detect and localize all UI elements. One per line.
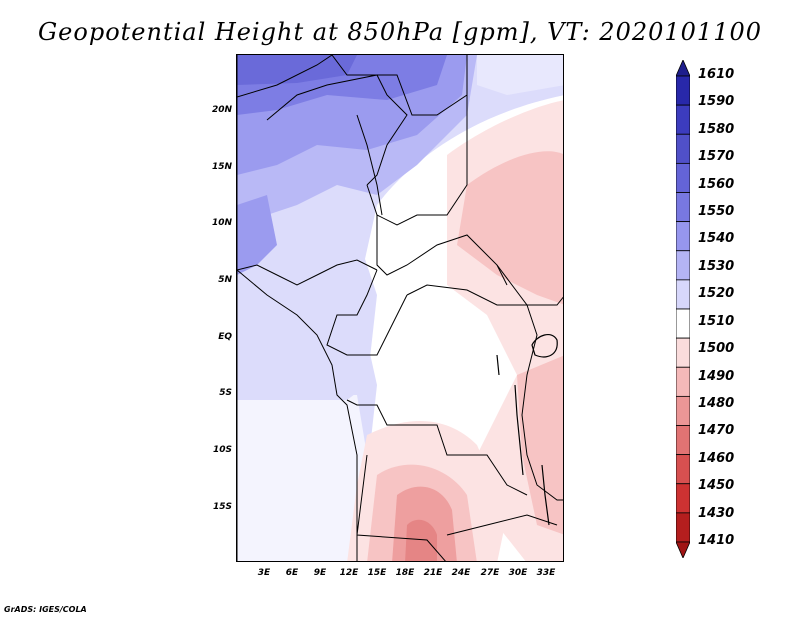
colorbar-bottom-triangle [676, 541, 690, 558]
colorbar-box [676, 75, 690, 106]
shading-1470 [405, 519, 437, 561]
lon-label: 6E [285, 568, 299, 578]
colorbar-box [676, 337, 690, 368]
lon-label: 30E [508, 568, 528, 578]
colorbar-label: 1570 [698, 149, 735, 165]
border-nigeria [237, 259, 378, 286]
colorbar-box [676, 192, 690, 223]
colorbar-top-triangle [676, 60, 690, 77]
shading-1490-ne [457, 151, 563, 305]
lon-label: 3E [257, 568, 271, 578]
colorbar-box [676, 162, 690, 193]
colorbar-label: 1450 [698, 478, 735, 494]
colorbar-box [676, 308, 690, 339]
lat-label: 15S [212, 502, 232, 512]
colorbar-label: 1410 [698, 533, 735, 548]
colorbar-box [676, 133, 690, 164]
lake-tanganyika [514, 384, 524, 476]
lon-label: 21E [423, 568, 443, 578]
colorbar-label: 1470 [698, 423, 735, 439]
coastline-west [237, 269, 358, 561]
colorbar-label: 1520 [698, 286, 735, 302]
border-south-sudan [496, 264, 563, 306]
lat-label: EQ [218, 332, 232, 342]
colorbar-label: 1500 [698, 341, 735, 357]
colorbar-box [676, 512, 690, 543]
lon-label: 9E [313, 568, 327, 578]
colorbar-box [676, 279, 690, 310]
border-drc-east [521, 304, 563, 501]
colorbar-label: 1560 [698, 176, 735, 192]
lat-label: 5N [218, 275, 232, 285]
colorbar-label: 1510 [698, 313, 735, 329]
nile [356, 114, 383, 216]
shading-1560 [237, 55, 357, 85]
border-north-1 [237, 55, 333, 98]
colorbar-label: 1540 [698, 231, 735, 247]
map-panel[interactable] [236, 54, 564, 562]
colorbar-box [676, 425, 690, 456]
shading-1520-ne [477, 55, 563, 95]
colorbar-label: 1490 [698, 368, 735, 384]
lakes [496, 333, 558, 526]
lon-label: 15E [367, 568, 387, 578]
shading-1490-e [517, 355, 563, 535]
colorbar-label: 1480 [698, 395, 735, 411]
lake-kivu [496, 354, 500, 376]
lat-label: 10S [212, 445, 232, 455]
shading-1520-w [237, 235, 377, 400]
colorbar-box [676, 454, 690, 485]
lake-malawi [541, 464, 550, 526]
border-car [376, 215, 508, 286]
shading-southwest [237, 395, 367, 561]
border-angola-south [356, 454, 446, 561]
boundaries [237, 55, 563, 561]
border-drc-north [406, 284, 527, 306]
colorbar-label: 1530 [698, 258, 735, 274]
border-angola-drc [346, 399, 528, 496]
geopotential-map [237, 55, 563, 561]
lon-label: 33E [536, 568, 556, 578]
colorbar-label: 1550 [698, 204, 735, 220]
colorbar-box [676, 250, 690, 281]
colorbar-label: 1430 [698, 505, 735, 521]
map-title: Geopotential Height at 850hPa [gpm], VT:… [38, 18, 762, 46]
lat-label: 15N [211, 162, 232, 172]
lat-label: 5S [219, 388, 232, 398]
border-chad [266, 74, 408, 186]
lake-victoria [531, 333, 558, 358]
shading-1540-w [237, 195, 277, 275]
colorbar-label: 1580 [698, 121, 735, 137]
lon-label: 27E [480, 568, 500, 578]
colorbar [676, 60, 690, 558]
colorbar-box [676, 221, 690, 252]
border-cameroon-congo [326, 269, 408, 356]
colorbar-label: 1590 [698, 94, 735, 110]
lon-label: 18E [395, 568, 415, 578]
grads-credit: GrADS: IGES/COLA [4, 605, 87, 614]
lon-label: 12E [339, 568, 359, 578]
colorbar-box [676, 104, 690, 135]
border-zambia [446, 514, 558, 536]
border-sudan [366, 115, 468, 226]
lat-label: 20N [211, 105, 232, 115]
lon-label: 24E [451, 568, 471, 578]
lat-label: 10N [211, 218, 232, 228]
colorbar-box [676, 395, 690, 426]
colorbar-box [676, 366, 690, 397]
colorbar-label: 1610 [698, 67, 735, 82]
colorbar-label: 1460 [698, 450, 735, 466]
colorbar-box [676, 483, 690, 514]
